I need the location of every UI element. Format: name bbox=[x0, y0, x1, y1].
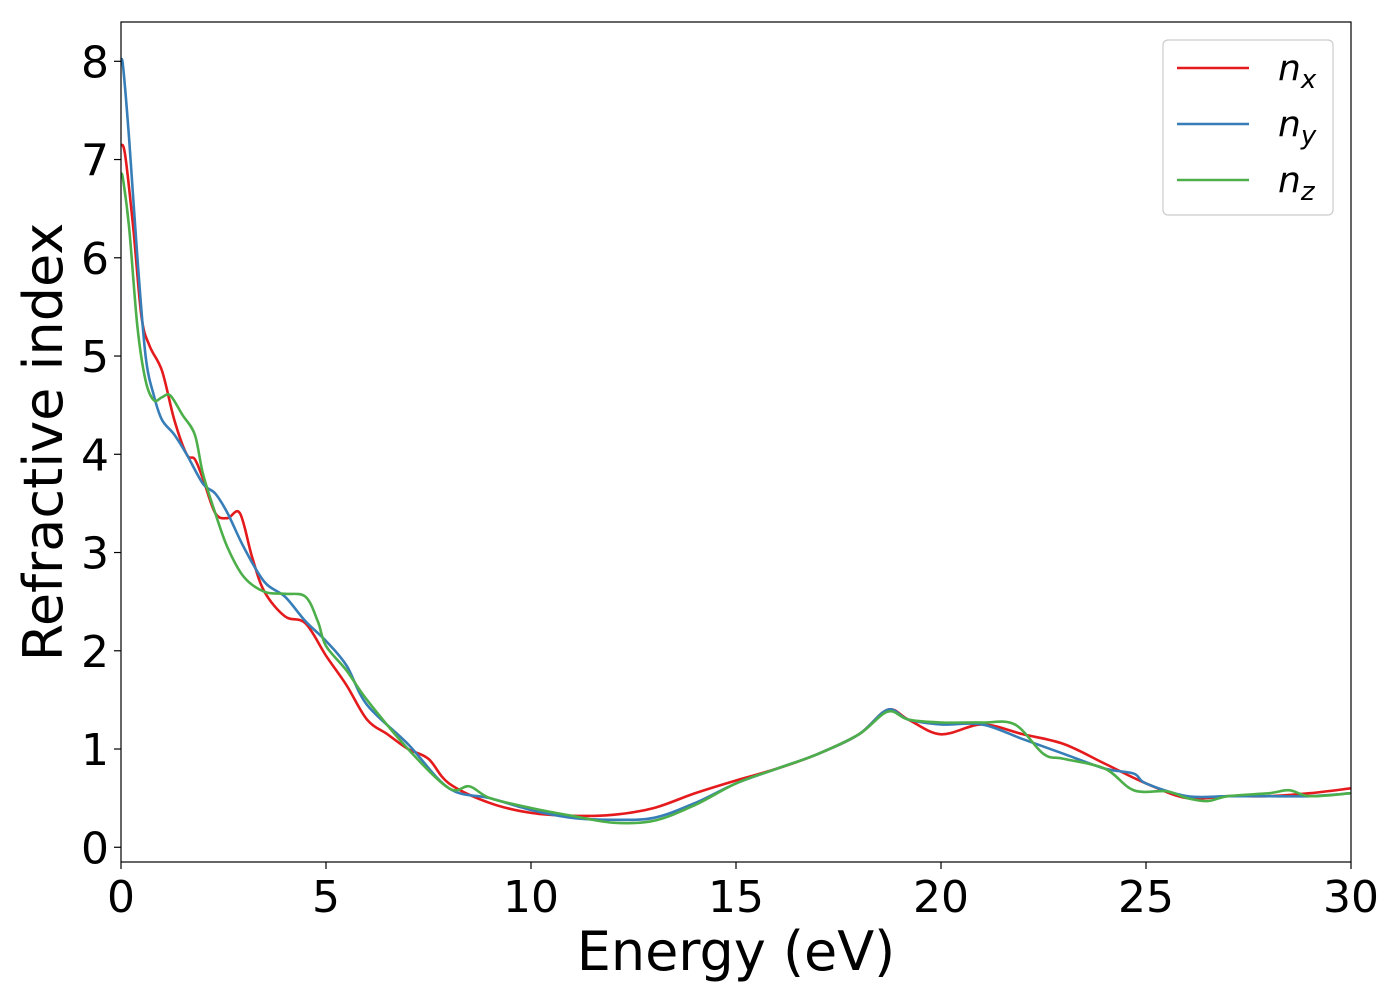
x-tick-label: 10 bbox=[503, 872, 559, 923]
legend: nx ny nz bbox=[1162, 39, 1334, 216]
y-axis: 0 1 2 3 4 5 6 7 8 bbox=[81, 37, 121, 874]
x-tick-label: 20 bbox=[913, 872, 969, 923]
x-tick-label: 5 bbox=[312, 872, 340, 923]
x-axis: 0 5 10 15 20 25 30 bbox=[107, 862, 1379, 923]
y-tick-label: 7 bbox=[81, 136, 109, 187]
x-tick-label: 30 bbox=[1323, 872, 1379, 923]
x-tick-label: 0 bbox=[107, 872, 135, 923]
y-tick-label: 8 bbox=[81, 37, 109, 88]
legend-label-x: nx bbox=[1278, 48, 1317, 95]
y-tick-label: 6 bbox=[81, 234, 109, 285]
y-tick-label: 5 bbox=[81, 332, 109, 383]
legend-box bbox=[1162, 39, 1334, 216]
y-tick-label: 1 bbox=[81, 725, 109, 776]
x-axis-label: Energy (eV) bbox=[577, 920, 896, 983]
series-line-x bbox=[121, 143, 1351, 818]
y-axis-label: Refractive index bbox=[12, 223, 75, 662]
legend-label-y: ny bbox=[1278, 104, 1317, 151]
y-tick-label: 0 bbox=[81, 823, 109, 874]
legend-label-z: nz bbox=[1278, 160, 1316, 207]
x-tick-label: 25 bbox=[1118, 872, 1174, 923]
x-tick-label: 15 bbox=[708, 872, 764, 923]
series-layer bbox=[121, 57, 1351, 825]
y-tick-label: 4 bbox=[81, 430, 109, 481]
y-tick-label: 3 bbox=[81, 529, 109, 580]
y-tick-label: 2 bbox=[81, 627, 109, 678]
series-line-z bbox=[121, 172, 1351, 825]
